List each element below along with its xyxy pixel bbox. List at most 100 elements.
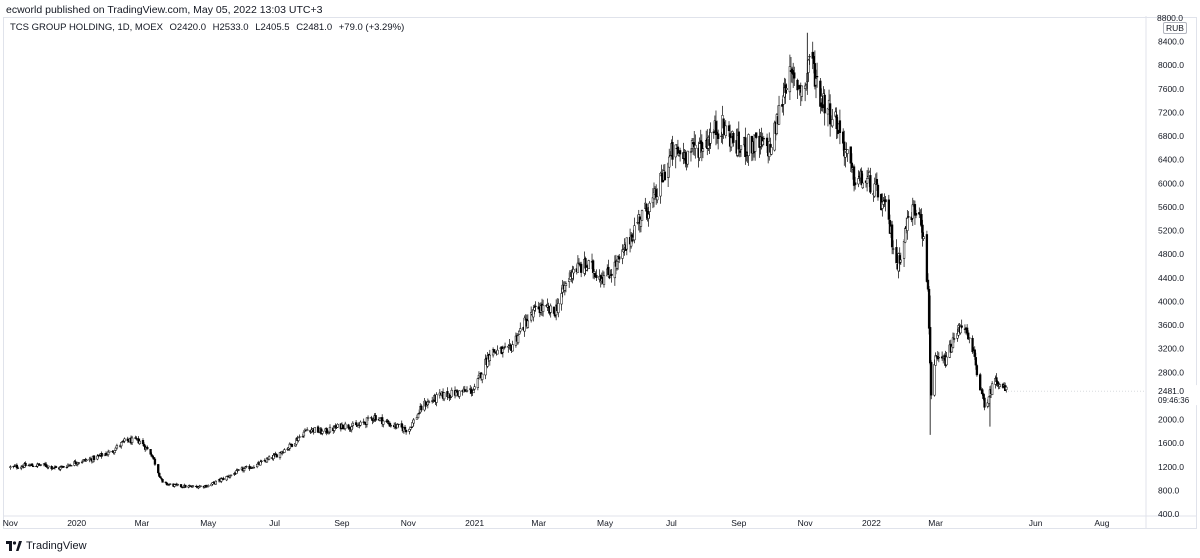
candle-body [9,466,12,468]
candle-body [755,132,758,138]
candle-body [85,459,88,461]
candle-body [24,462,27,467]
candle-body [449,396,452,399]
candle-body [580,263,583,273]
candle-body [814,78,818,86]
candle-body [761,140,764,145]
candle-body [698,143,701,159]
chart-frame [3,17,1197,529]
candle-body [516,335,520,344]
candle-body [873,183,876,197]
y-tick-label: 7600.0 [1158,84,1184,94]
x-tick-label: Nov [401,518,417,528]
candle-body [336,424,339,428]
bar-countdown: 09:46:36 [1158,396,1190,405]
y-tick-label: 4800.0 [1158,249,1184,259]
y-tick-label: 800.0 [1158,485,1180,495]
candle-body [904,228,907,243]
candle-body [465,390,469,392]
candle-body [564,283,568,286]
candle-body [316,426,320,433]
y-tick-label: 1200.0 [1158,462,1184,472]
x-tick-label: May [597,518,614,528]
candle-body [808,56,811,58]
publisher-header: ecworld published on TradingView.com, Ma… [6,4,323,16]
candle-body [260,460,263,462]
candle-body [420,405,423,411]
candle-body [354,422,358,426]
candle-body [805,82,808,85]
candle-body [974,357,977,366]
candle-body [313,427,316,433]
candle-body [722,118,725,129]
candle-body [563,285,566,291]
candle-body [770,147,773,155]
candle-body [861,182,864,189]
candle-body [869,175,872,193]
candle-body [52,467,55,469]
candle-body [321,430,324,434]
candle-body [745,154,748,156]
candle-body [640,210,644,221]
ohlc-high: H2533.0 [212,22,249,33]
y-tick-label: 8000.0 [1158,60,1184,70]
candle-body [30,463,34,466]
y-tick-label: 6000.0 [1158,178,1184,188]
candle-body [389,425,393,427]
candle-body [199,485,202,487]
candle-body [488,354,491,362]
candle-body [123,438,126,442]
candle-body [781,104,784,107]
candle-body [252,466,256,469]
symbol-legend[interactable]: TCS GROUP HOLDING, 1D, MOEX O2420.0 H253… [10,22,408,33]
candle-body [968,337,971,339]
candle-body [115,445,119,449]
y-tick-label: 8800.0 [1157,13,1183,23]
candle-body [245,466,248,468]
candle-body [151,455,154,458]
y-tick-label: 6400.0 [1158,155,1184,165]
candle-body [518,330,521,335]
candle-body [925,234,929,282]
candle-body [981,389,984,395]
candle-body [130,437,134,443]
candle-body [951,337,955,348]
candle-body [890,224,894,248]
candle-body [753,135,757,152]
candle-body [882,201,885,205]
candle-body [902,241,906,259]
candle-body [435,394,438,403]
x-tick-label: Mar [531,518,546,528]
x-tick-label: Sep [731,518,746,528]
candle-body [65,466,69,468]
candle-body [404,429,408,433]
candle-body [967,332,970,340]
x-tick-label: May [200,518,217,528]
candle-body [625,237,628,250]
y-tick-label: 5200.0 [1158,226,1184,236]
x-tick-label: Aug [1094,518,1109,528]
candle-body [927,288,931,329]
candle-body [418,412,421,414]
candle-body [557,303,560,313]
candle-body [920,214,923,227]
candle-body [350,426,353,431]
candle-body [62,466,65,468]
candle-body [678,150,682,155]
candle-body [456,390,459,393]
candle-body [138,440,141,445]
candle-body [887,199,890,220]
candle-body [92,455,96,461]
candle-body [16,467,20,469]
candle-body [120,442,123,447]
candle-body [1005,386,1008,390]
candle-body [263,460,266,462]
candle-body [191,485,195,487]
candle-body [80,461,84,463]
currency-badge[interactable]: RUB [1163,22,1187,34]
ohlc-low: L2405.5 [255,22,290,33]
candle-body [207,485,210,487]
candle-body [214,480,217,485]
candle-body [541,304,545,312]
